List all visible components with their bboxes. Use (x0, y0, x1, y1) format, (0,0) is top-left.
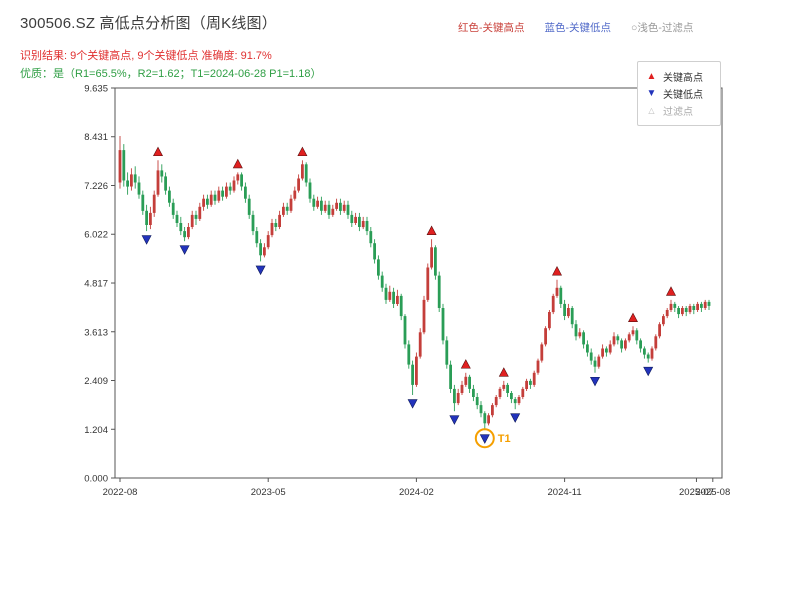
top-legend-filtered: ○浅色-过滤点 (631, 22, 694, 34)
key-low-marker (179, 245, 190, 255)
key-low-marker (590, 376, 600, 387)
key-low-marker (407, 399, 418, 409)
y-tick-label: 4.817 (84, 279, 108, 290)
legend-item-filtered: △ 过滤点 (646, 102, 712, 119)
key-low-marker (479, 434, 490, 444)
y-tick-label: 3.613 (84, 327, 108, 338)
y-tick-label: 9.635 (84, 84, 108, 95)
legend-label: 关键低点 (663, 90, 703, 101)
key-high-marker (426, 225, 437, 235)
y-tick-label: 0.000 (84, 474, 108, 485)
key-low-marker (643, 366, 654, 377)
top-legend-key-low: 蓝色-关键低点 (544, 22, 612, 34)
legend-label: 过滤点 (663, 107, 693, 118)
key-high-marker (628, 312, 638, 323)
quality-result-text: 优质：是（R1=65.5%，R2=1.62；T1=2024-06-28 P1=1… (20, 68, 322, 80)
key-low-marker (510, 413, 521, 423)
y-axis: 0.000 1.204 2.409 3.613 4.817 6.022 7.226 8.431… (84, 84, 115, 485)
key-low-markers (141, 235, 654, 444)
key-high-marker (153, 146, 163, 157)
up-triangle-icon: ▲ (646, 70, 657, 82)
x-tick-label: 2024-11 (548, 487, 582, 498)
x-tick-label: 2022-08 (103, 487, 138, 498)
y-tick-label: 8.431 (84, 132, 108, 143)
x-tick-label: 2024-02 (399, 487, 434, 498)
legend-item-key-low: ▼ 关键低点 (646, 85, 712, 102)
key-high-marker (460, 359, 471, 369)
top-legend: 红色-关键高点 蓝色-关键低点 ○浅色-过滤点 (458, 20, 693, 35)
outline-triangle-icon: △ (648, 105, 655, 115)
top-legend-key-high: 红色-关键高点 (458, 22, 525, 34)
plot-border (114, 87, 723, 479)
key-high-markers (153, 146, 676, 377)
key-high-marker (232, 158, 243, 169)
legend-item-key-high: ▲ 关键高点 (646, 68, 712, 85)
legend-label: 关键高点 (663, 73, 703, 84)
recognition-result-text: 识别结果: 9个关键高点, 9个关键低点 准确度: 91.7% (20, 50, 272, 62)
x-tick-label: 2025-08 (695, 487, 730, 498)
t1-label: T1 (498, 433, 511, 445)
y-tick-label: 7.226 (84, 181, 108, 192)
key-low-marker (449, 415, 460, 425)
x-axis: 2022-08 2023-05 2024-02 2024-11 2025-072025-… (103, 478, 730, 498)
x-tick-label: 2023-05 (251, 487, 286, 498)
down-triangle-icon: ▼ (646, 87, 657, 99)
key-low-marker (255, 265, 266, 276)
candles (118, 136, 711, 431)
chart-legend-box: ▲ 关键高点 ▼ 关键低点 △ 过滤点 (637, 61, 721, 126)
t1-circle (474, 428, 495, 449)
y-tick-label: 6.022 (84, 230, 108, 241)
key-high-marker (297, 146, 308, 157)
key-high-marker (666, 286, 676, 296)
page-title: 300506.SZ 高低点分析图（周K线图） (20, 15, 277, 32)
key-high-marker (498, 367, 509, 377)
key-low-marker (141, 235, 152, 245)
x-tick-label: 2025-07 (679, 487, 714, 498)
y-tick-label: 1.204 (84, 425, 108, 436)
key-high-marker (552, 266, 562, 276)
y-tick-label: 2.409 (84, 376, 108, 387)
